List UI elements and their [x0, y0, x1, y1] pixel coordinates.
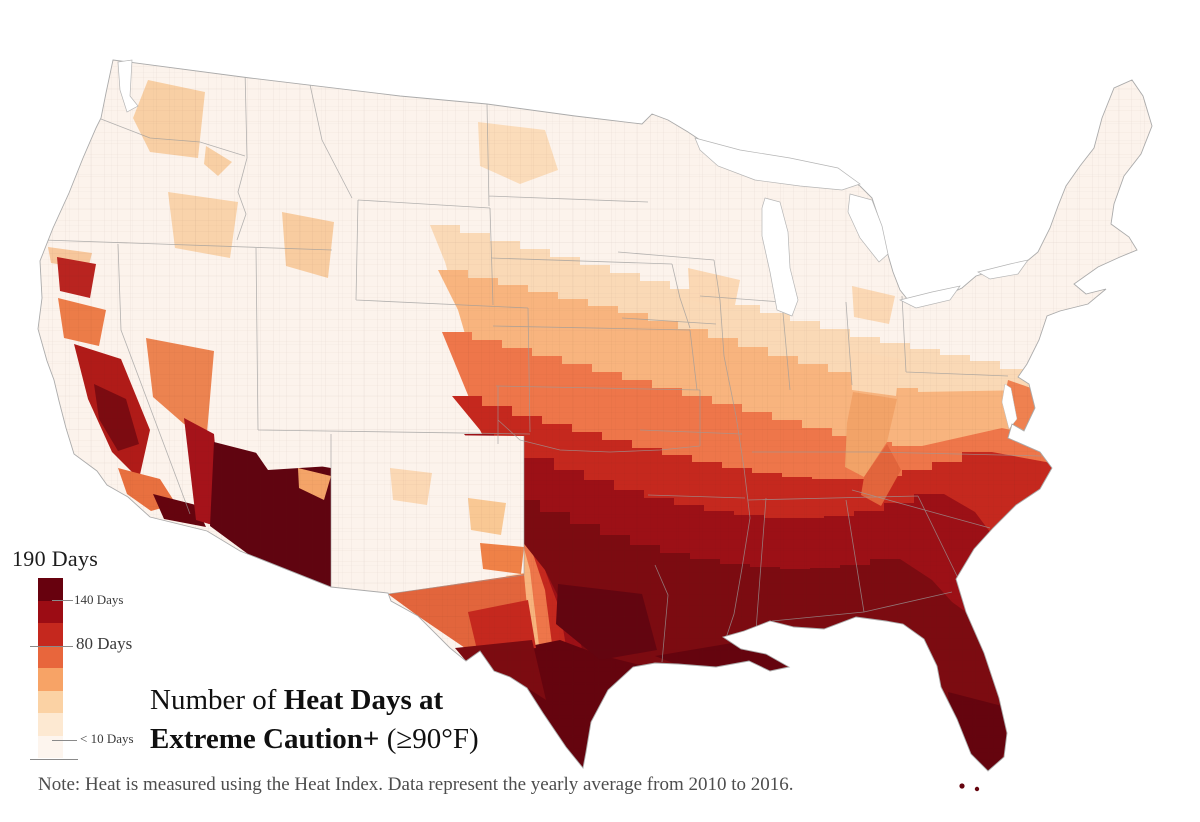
- title-bold-2: Extreme Caution+: [150, 723, 380, 755]
- legend-segment-6: [38, 713, 63, 736]
- puget-sound: [117, 59, 139, 113]
- map-title: Number of Heat Days at Extreme Caution+ …: [150, 681, 510, 759]
- lake-ontario: [977, 259, 1029, 280]
- legend-max-label: 190 Days: [12, 546, 99, 571]
- lake-michigan: [761, 197, 799, 317]
- legend-segment-5: [38, 690, 63, 713]
- legend-segment-4: [38, 668, 63, 691]
- title-suffix: (≥90°F): [379, 723, 479, 755]
- legend-tick-10: [52, 740, 77, 741]
- lake-superior: [694, 137, 861, 191]
- legend-label-80-days: 80 Days: [76, 634, 133, 653]
- lake-huron: [847, 193, 889, 263]
- legend-segment-7: [38, 735, 63, 758]
- legend-segment-2: [38, 623, 63, 646]
- lake-erie: [898, 285, 961, 309]
- legend-segment-0: [38, 578, 63, 601]
- state-borders: [43, 69, 1043, 663]
- chesapeake-bay: [1001, 383, 1018, 430]
- legend-label-10-days: < 10 Days: [80, 731, 134, 746]
- title-bold-1: Heat Days at: [283, 684, 444, 716]
- florida-keys: [959, 783, 980, 792]
- legend-tick-80: [30, 646, 73, 647]
- title-prefix: Number of: [150, 684, 284, 716]
- legend-baseline: [30, 759, 78, 760]
- legend-label-140-days: 140 Days: [74, 592, 124, 607]
- footnote: Note: Heat is measured using the Heat In…: [38, 774, 794, 795]
- great-lakes: [117, 59, 1029, 317]
- legend-segment-1: [38, 600, 63, 623]
- legend-tick-140: [52, 600, 73, 601]
- legend-color-bar: [38, 578, 63, 758]
- legend-segment-3: [38, 645, 63, 668]
